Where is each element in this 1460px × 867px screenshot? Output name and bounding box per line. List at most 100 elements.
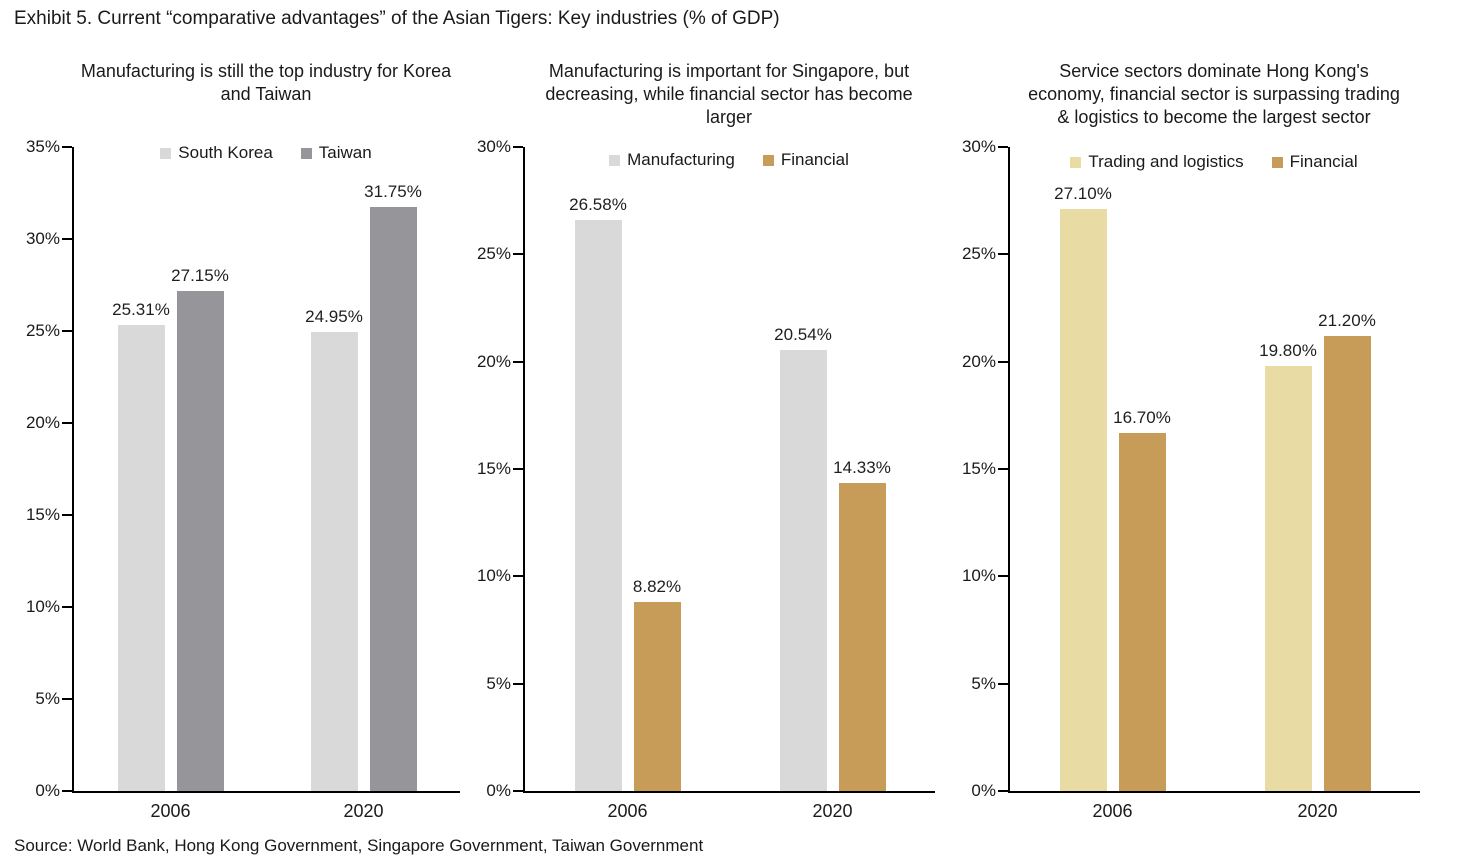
bar-value-label: 21.20%: [1318, 310, 1376, 330]
bar: 27.10%: [1054, 184, 1112, 791]
y-axis-tick-label: 10%: [476, 566, 511, 586]
y-axis-tick: [998, 682, 1008, 685]
legend-label: Taiwan: [318, 143, 372, 162]
bar: 19.80%: [1259, 341, 1317, 791]
legend-label: Manufacturing: [627, 150, 735, 169]
y-axis-tick: [513, 146, 523, 148]
legend-swatch-icon: [1070, 156, 1082, 168]
legend-swatch-icon: [160, 147, 172, 159]
y-axis-tick: [998, 146, 1008, 148]
legend-label: South Korea: [178, 143, 273, 162]
chart-title: Service sectors dominate Hong Kong's eco…: [1028, 61, 1400, 127]
x-axis-category-label: 2020: [343, 801, 384, 821]
bar-value-label: 27.15%: [171, 266, 229, 286]
legend-item: South Korea: [160, 143, 273, 163]
y-axis-tick: [62, 146, 72, 148]
bar: 25.31%: [112, 300, 170, 791]
chart-title: Manufacturing is still the top industry …: [80, 61, 452, 104]
bar-group: 25.31% 27.15% 2006: [112, 147, 229, 821]
y-axis-tick-label: 25%: [25, 321, 60, 340]
x-axis-category-label: 2006: [607, 801, 648, 821]
legend-swatch-icon: [609, 154, 621, 166]
bar-value-label: 25.31%: [112, 300, 170, 320]
y-axis-tick: [998, 575, 1008, 578]
y-axis-tick-label: 15%: [25, 505, 60, 524]
y-axis-tick-label: 35%: [25, 137, 60, 156]
bar: 27.15%: [171, 266, 229, 791]
y-axis-tick-label: 5%: [486, 673, 511, 693]
y-axis-tick: [62, 790, 72, 792]
y-axis-tick: [513, 790, 523, 792]
y-axis-tick: [62, 606, 72, 609]
y-axis-tick-label: 10%: [961, 566, 996, 586]
y-axis-tick-label: 20%: [25, 413, 60, 432]
y-axis-tick: [62, 330, 72, 332]
chart-legend: Manufacturing Financial: [523, 150, 935, 170]
bar: 21.20%: [1318, 311, 1376, 791]
plot-area: 27.10% 16.70% 2006 19.80% 21.20% 2020 0% 5% 10% 1…: [962, 137, 1420, 821]
bar: 14.33%: [833, 458, 891, 791]
y-axis-tick-label: 0%: [35, 781, 60, 800]
exhibit-title: Exhibit 5. Current “comparative advantag…: [14, 8, 780, 29]
legend-label: Financial: [780, 150, 849, 169]
y-axis-tick-label: 10%: [25, 597, 60, 616]
y-axis-tick: [62, 238, 72, 240]
y-axis-tick: [513, 468, 523, 470]
chart-panel-hong-kong: Service sectors dominate Hong Kong's eco…: [950, 58, 1420, 834]
y-axis-tick: [998, 790, 1008, 792]
y-axis-tick-label: 0%: [971, 781, 996, 800]
y-axis-tick: [62, 698, 72, 701]
bar-value-label: 14.33%: [833, 458, 891, 478]
bar-group: 24.95% 31.75% 2020: [305, 147, 422, 821]
bar-value-label: 31.75%: [364, 181, 422, 201]
y-axis-tick-label: 25%: [476, 244, 511, 264]
bar-group: 27.10% 16.70% 2006: [1054, 147, 1171, 821]
y-axis-tick-label: 30%: [961, 137, 996, 156]
y-axis-tick: [513, 253, 523, 256]
bar: 24.95%: [305, 307, 363, 791]
y-axis-tick: [62, 422, 72, 425]
bar-value-label: 24.95%: [305, 306, 363, 326]
y-axis-tick: [998, 468, 1008, 470]
source-note: Source: World Bank, Hong Kong Government…: [14, 836, 704, 855]
y-axis-tick-label: 15%: [476, 459, 511, 478]
bar-group: 26.58% 8.82% 2006: [569, 147, 681, 821]
bar-value-label: 16.70%: [1113, 407, 1171, 427]
legend-swatch-icon: [1271, 156, 1283, 168]
legend-item: Financial: [762, 150, 849, 170]
y-axis-tick: [998, 253, 1008, 256]
legend-item: Financial: [1271, 152, 1358, 172]
x-axis-category-label: 2006: [1092, 801, 1133, 821]
chart-panel-singapore: Manufacturing is important for Singapore…: [465, 58, 935, 834]
x-axis-category-label: 2006: [150, 801, 191, 821]
bar: 8.82%: [633, 577, 681, 791]
bar-group: 19.80% 21.20% 2020: [1259, 147, 1376, 821]
legend-label: Trading and logistics: [1088, 152, 1244, 171]
bar: 31.75%: [364, 182, 422, 791]
y-axis-tick-label: 25%: [961, 244, 996, 264]
bar-value-label: 27.10%: [1054, 184, 1112, 204]
legend-label: Financial: [1289, 152, 1358, 171]
bar-value-label: 8.82%: [632, 576, 682, 596]
chart-legend: Trading and logistics Financial: [1008, 152, 1420, 172]
bar: 16.70%: [1113, 408, 1171, 791]
y-axis-tick-label: 30%: [25, 229, 60, 248]
legend-swatch-icon: [762, 154, 774, 166]
bar-value-label: 19.80%: [1259, 340, 1317, 360]
bar-value-label: 26.58%: [569, 195, 627, 215]
y-axis-tick-label: 5%: [971, 673, 996, 693]
bar: 26.58%: [569, 195, 627, 791]
chart-legend: South Korea Taiwan: [72, 143, 460, 163]
y-axis-tick-label: 0%: [486, 781, 511, 800]
y-axis-tick-label: 30%: [476, 137, 511, 156]
x-axis-category-label: 2020: [1297, 801, 1338, 821]
y-axis-tick: [513, 360, 523, 363]
chart-panel-korea-taiwan: Manufacturing is still the top industry …: [14, 58, 460, 834]
plot-area: 26.58% 8.82% 2006 20.54% 14.33% 2020 0% 5% 10% 15…: [477, 137, 935, 821]
legend-item: Taiwan: [300, 143, 372, 163]
legend-item: Trading and logistics: [1070, 152, 1244, 172]
legend-swatch-icon: [300, 147, 312, 159]
y-axis-tick: [62, 514, 72, 516]
y-axis-tick-label: 15%: [961, 459, 996, 478]
